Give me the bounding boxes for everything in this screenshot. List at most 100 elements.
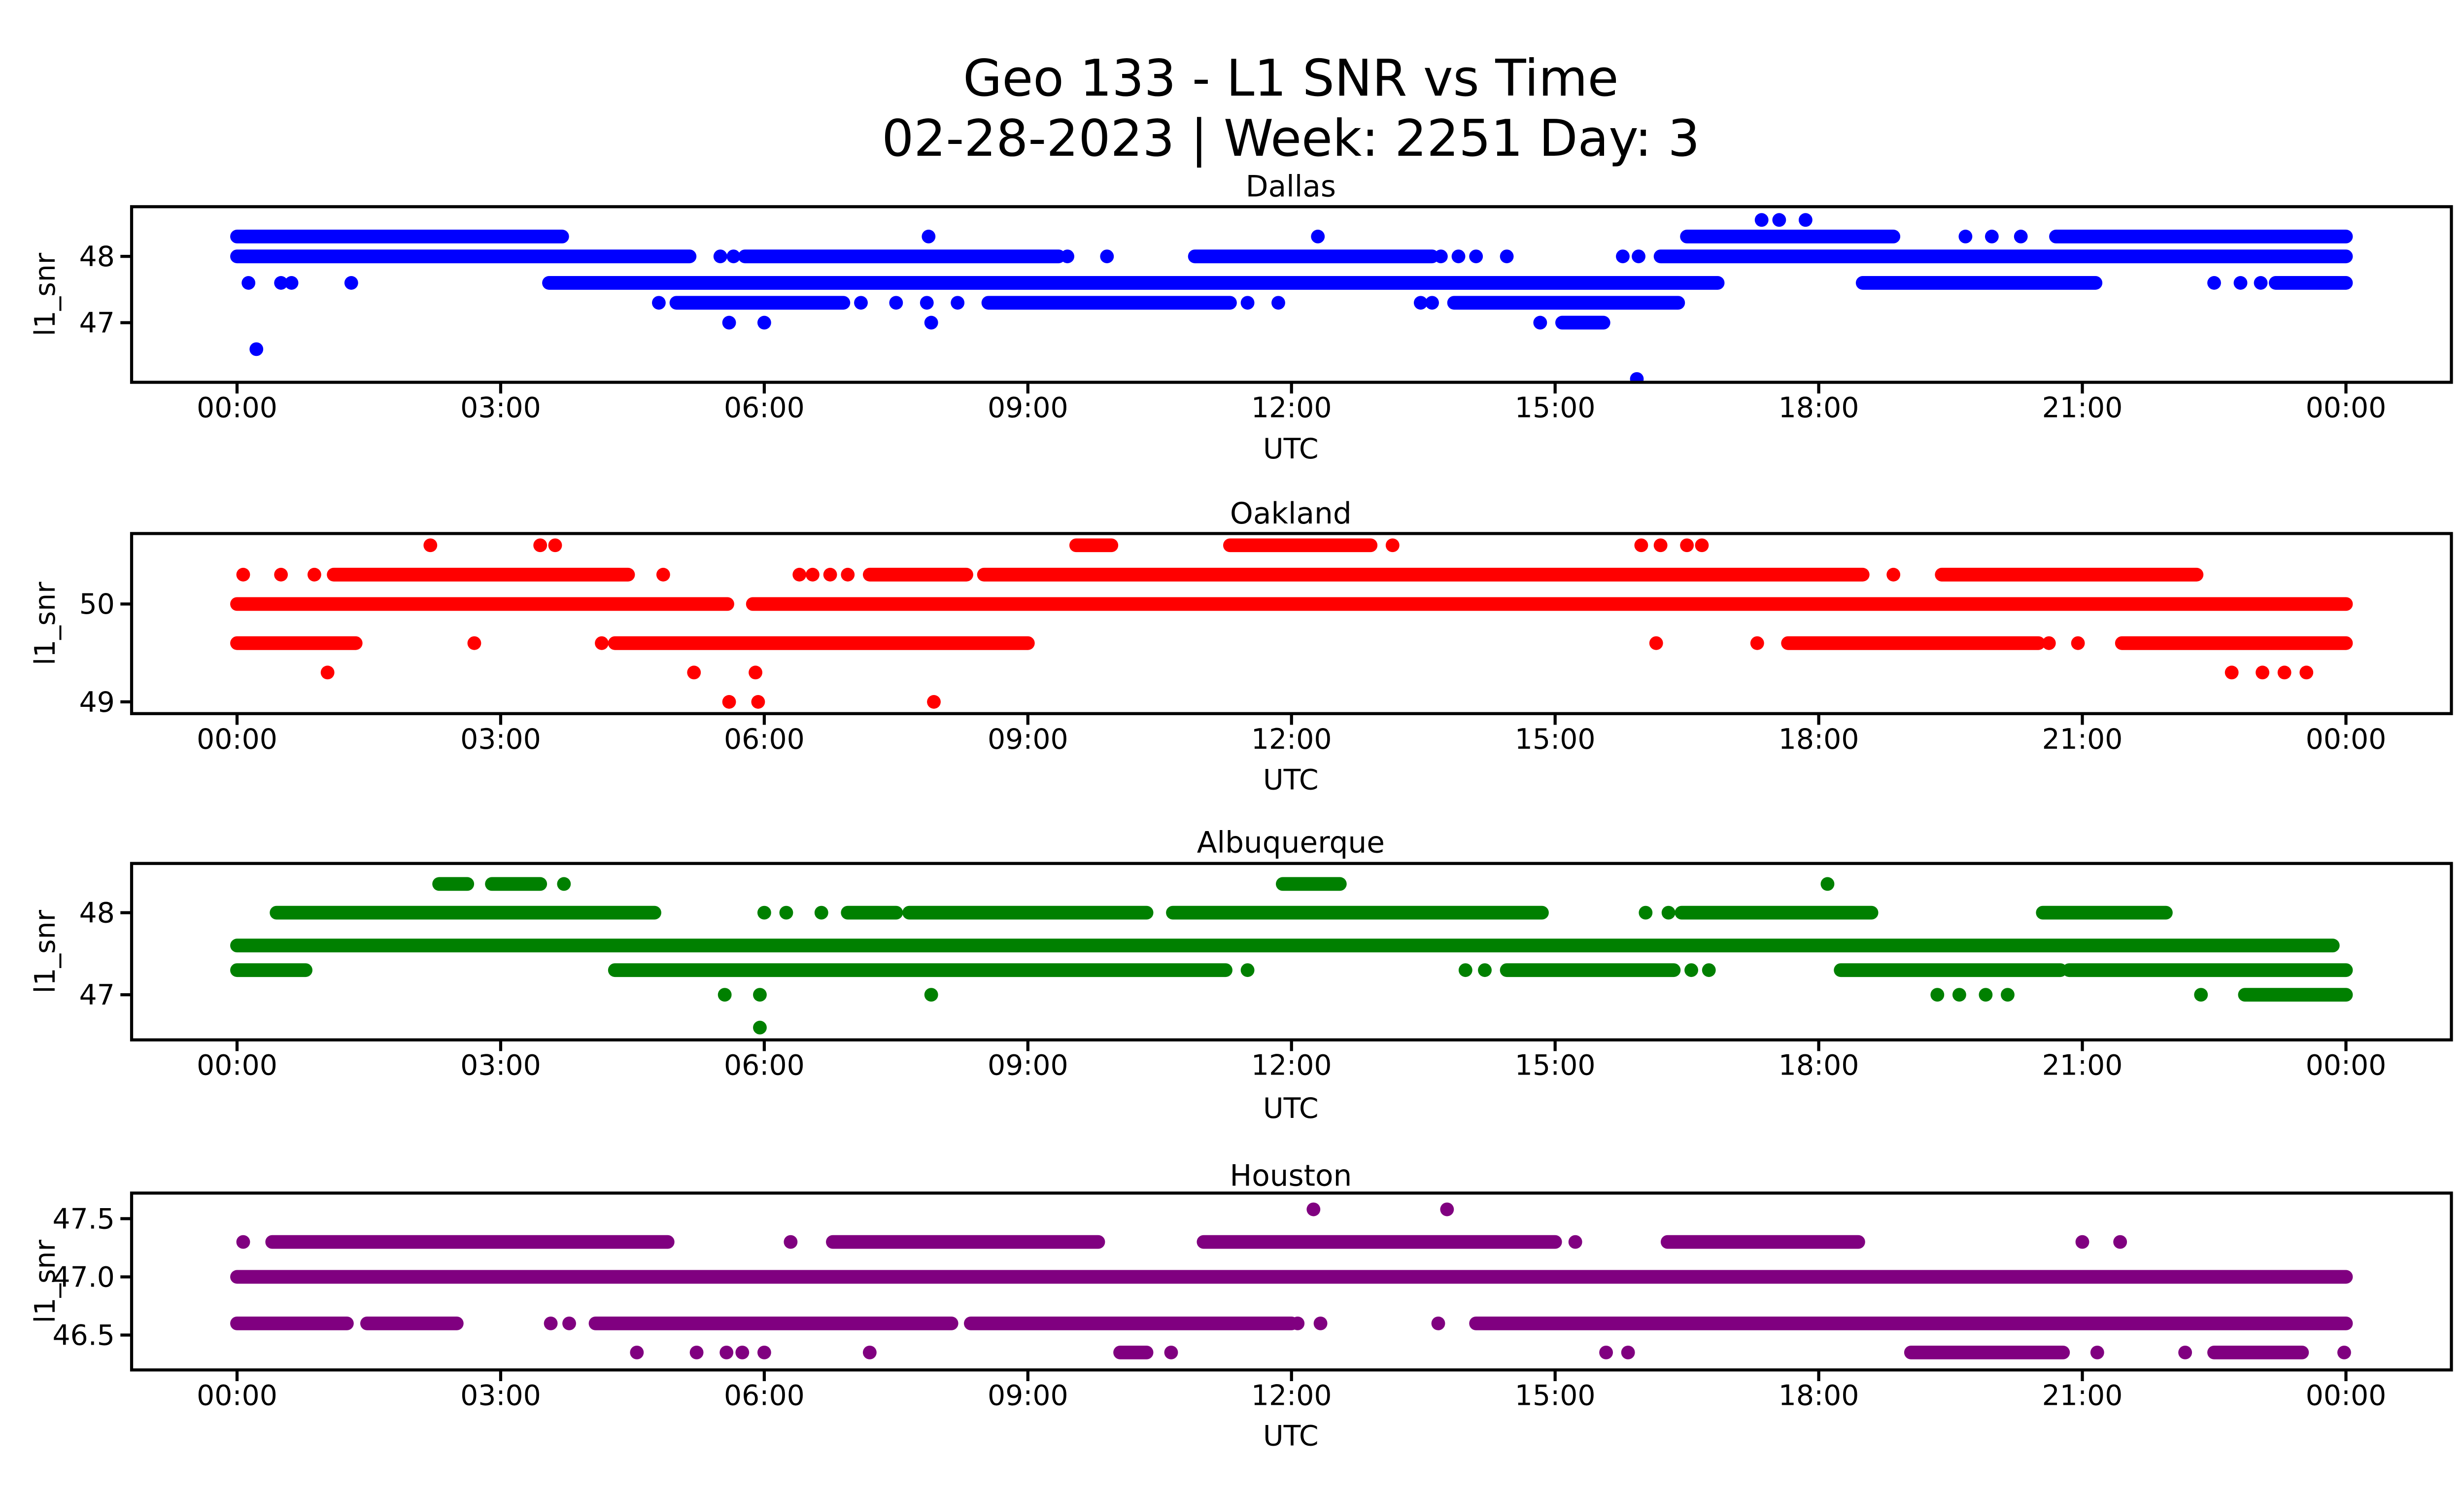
x-tick-label: 00:00 <box>197 392 277 424</box>
scatter-dot <box>2194 988 2208 1002</box>
scatter-dot <box>889 296 903 310</box>
x-tick-label: 21:00 <box>2042 392 2123 424</box>
scatter-dot <box>687 665 701 680</box>
y-axis-label-oakland: l1_snr <box>29 582 62 665</box>
scatter-dot <box>1240 963 1255 977</box>
scatter-dot <box>792 567 807 582</box>
x-tick-label: 18:00 <box>1779 1049 1859 1082</box>
scatter-dot <box>274 567 288 582</box>
scatter-dot <box>1750 636 1764 650</box>
scatter-dot <box>841 567 855 582</box>
scatter-dot <box>2001 988 2015 1002</box>
scatter-dot <box>236 1235 250 1249</box>
scatter-dot <box>241 276 256 290</box>
scatter-dot <box>1952 988 1966 1002</box>
scatter-dot <box>1291 1316 1305 1330</box>
scatter-dot <box>544 1316 558 1330</box>
scatter-dot <box>1100 249 1114 264</box>
scatter-dot <box>927 695 941 709</box>
scatter-dot <box>2042 636 2056 650</box>
x-tick-label: 03:00 <box>460 1049 541 1082</box>
scatter-dot <box>753 1020 767 1035</box>
scatter-dot <box>1568 1235 1582 1249</box>
scatter-dot <box>236 567 250 582</box>
scatter-dot <box>467 636 481 650</box>
x-axis-label-dallas: UTC <box>1263 433 1319 465</box>
scatter-dot <box>1061 249 1074 264</box>
y-tick-label: 46.5 <box>52 1319 114 1352</box>
x-tick-label: 00:00 <box>197 723 277 756</box>
axes-spines <box>130 532 2453 715</box>
subplot-albuquerque: Albuquerque l1_snr UTC 00:00 03:00 06:00 09… <box>29 826 2453 1125</box>
x-axis-label-albuquerque: UTC <box>1263 1092 1319 1125</box>
y-tick-label: 47.5 <box>52 1203 114 1235</box>
y-axis-label-houston: l1_snr <box>29 1239 62 1323</box>
x-tick-label: 21:00 <box>2042 1379 2123 1412</box>
scatter-marks <box>230 1202 2353 1359</box>
scatter-dot <box>1413 296 1428 310</box>
scatter-dot <box>1649 636 1663 650</box>
scatter-dot <box>1478 963 1492 977</box>
subplot-dallas: Dallas l1_snr UTC 00:00 03:00 06:00 09:00 12… <box>29 170 2453 465</box>
plot-area-albuquerque: 00:00 03:00 06:00 09:00 12:00 15:00 18:00 21:00… <box>79 862 2453 1082</box>
scatter-dot <box>548 538 562 553</box>
subplot-title-dallas: Dallas <box>1246 170 1336 204</box>
scatter-dot <box>719 1345 734 1359</box>
scatter-dot <box>1958 229 1973 243</box>
scatter-dot <box>656 567 670 582</box>
scatter-dot <box>1425 296 1439 310</box>
x-tick-label: 15:00 <box>1515 1379 1596 1412</box>
scatter-dot <box>1451 249 1466 264</box>
scatter-dot <box>2075 1235 2089 1249</box>
scatter-dot <box>689 1345 704 1359</box>
scatter-dot <box>2254 276 2268 290</box>
x-tick-label: 09:00 <box>988 1049 1068 1082</box>
scatter-dot <box>1616 249 1630 264</box>
y-tick-label: 47 <box>79 979 115 1011</box>
scatter-dot <box>1886 567 1901 582</box>
scatter-dot <box>1533 315 1547 330</box>
scatter-dot <box>557 877 571 891</box>
x-tick-label: 00:00 <box>2306 392 2387 424</box>
x-tick-label: 06:00 <box>724 1379 805 1412</box>
x-axis-label-oakland: UTC <box>1263 764 1319 797</box>
scatter-dot <box>757 1345 771 1359</box>
scatter-dot <box>1754 213 1769 227</box>
x-tick-label: 21:00 <box>2042 1049 2123 1082</box>
scatter-dot <box>749 665 762 680</box>
scatter-dot <box>806 567 820 582</box>
scatter-dot <box>1434 249 1448 264</box>
scatter-dot <box>1702 963 1716 977</box>
x-tick-label: 18:00 <box>1779 723 1859 756</box>
scatter-dot <box>924 988 938 1002</box>
x-tick-label: 12:00 <box>1251 392 1332 424</box>
scatter-dot <box>735 1345 750 1359</box>
y-axis-label-dallas: l1_snr <box>29 252 62 336</box>
x-tick-label: 03:00 <box>460 723 541 756</box>
scatter-dot <box>651 296 666 310</box>
x-tick-label: 15:00 <box>1515 1049 1596 1082</box>
scatter-dot <box>751 695 765 709</box>
scatter-dot <box>784 1235 798 1249</box>
scatter-dot <box>1313 1316 1328 1330</box>
scatter-dot <box>2178 1345 2192 1359</box>
scatter-dot <box>2113 1235 2127 1249</box>
subplot-houston: Houston l1_snr UTC 00:00 03:00 06:00 09:00 1… <box>29 1159 2453 1453</box>
scatter-dot <box>951 296 965 310</box>
x-tick-label: 18:00 <box>1779 392 1859 424</box>
x-tick-label: 12:00 <box>1251 1049 1332 1082</box>
scatter-dot <box>2071 636 2085 650</box>
x-tick-label: 12:00 <box>1251 1379 1332 1412</box>
y-tick-label: 48 <box>79 241 115 273</box>
scatter-dot <box>2207 276 2221 290</box>
x-tick-label: 06:00 <box>724 392 805 424</box>
axes-spines <box>130 862 2453 1042</box>
scatter-dot <box>1599 1345 1613 1359</box>
subplot-title-albuquerque: Albuquerque <box>1197 826 1385 860</box>
scatter-marks <box>230 538 2353 709</box>
scatter-dot <box>1240 296 1255 310</box>
scatter-dot <box>726 249 741 264</box>
scatter-dot <box>1311 229 1325 243</box>
x-tick-label: 00:00 <box>2306 723 2387 756</box>
